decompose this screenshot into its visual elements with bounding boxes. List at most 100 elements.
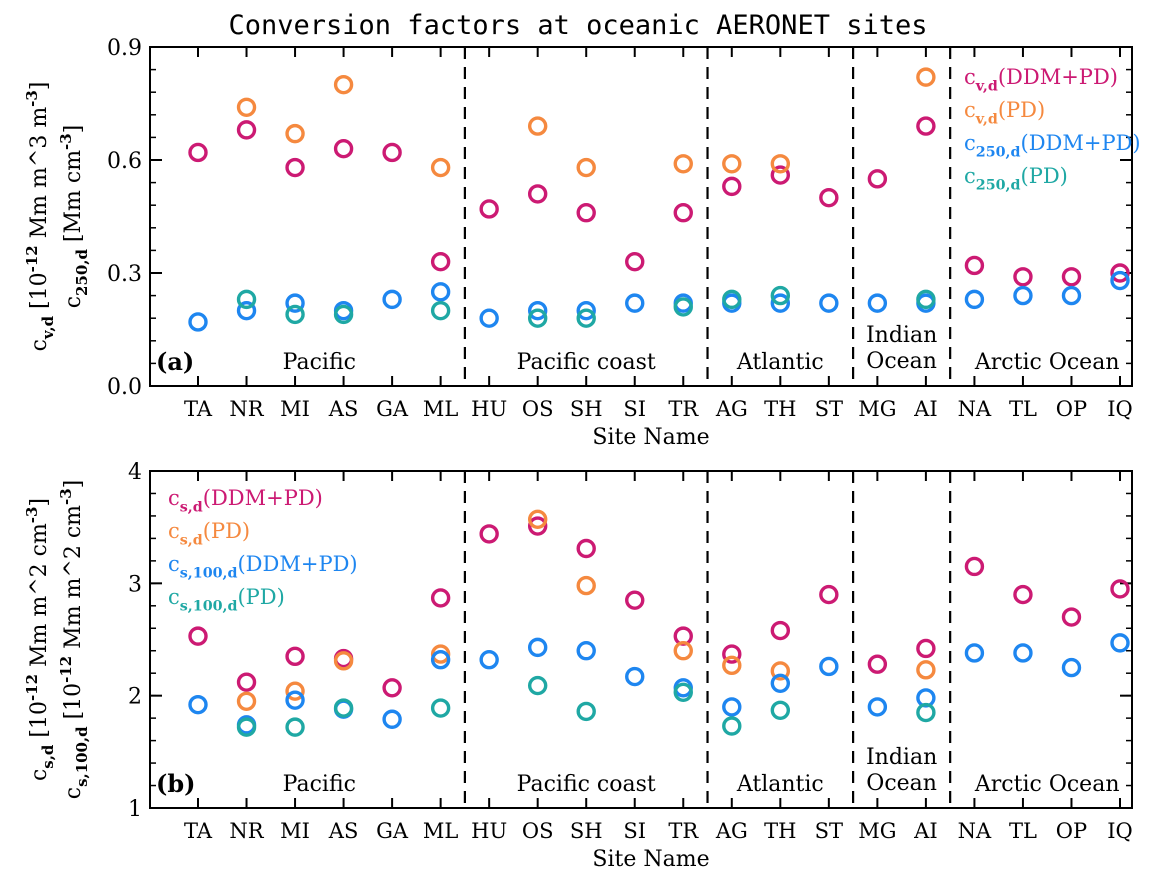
data-point [430,698,451,718]
data-point [673,682,693,702]
data-point [673,297,693,317]
legend-entry: cv,d(PD) [964,98,1045,128]
data-point [964,255,985,276]
x-tick-label: IQ [1107,819,1133,843]
data-point [236,672,257,692]
x-tick-label: TR [668,397,699,421]
data-point [236,97,257,117]
legend-entry: cs,d(PD) [168,519,250,549]
data-point [527,509,548,530]
x-tick-label: ST [815,819,843,843]
data-point [964,643,985,663]
data-point [770,661,791,681]
region-label: Atlantic [736,350,824,375]
x-tick-label: TL [1009,397,1037,421]
y-axis-label-outer: cv,d [10-12 Mm m^3 m-3] [23,82,57,352]
x-tick-label: NA [958,397,992,421]
data-point [722,697,742,717]
data-point [333,74,354,95]
data-point [285,304,305,325]
data-point [576,300,596,321]
data-point [770,620,791,641]
x-tick-label: ML [423,397,459,421]
x-tick-label: OP [1056,397,1087,421]
region-label: Indian Ocean [866,745,937,796]
x-tick-label: NR [229,397,264,421]
x-tick-label: HU [471,397,507,421]
region-label: Pacific coast [517,350,656,375]
data-point [236,120,257,140]
legend-entry: cs,d(DDM+PD) [168,486,323,516]
plot-frame [149,46,1133,387]
region-label: Atlantic [736,772,824,797]
legend-entry: c250,d(DDM+PD) [964,131,1141,161]
data-point [1061,607,1082,627]
data-point [527,308,548,328]
y-axis-label-outer: cs,d [10-12 Mm m^2 cm-3] [23,498,57,781]
x-tick-label: ML [423,819,459,843]
data-point [285,717,305,737]
data-point [867,654,888,674]
data-point [625,252,645,272]
x-tick-label: AS [328,397,359,421]
data-point [527,516,548,536]
data-point [1110,579,1130,599]
data-point [722,644,742,664]
panel-b: 1 2 3 4 TA NR MI AS GA ML HU OS SH SI TR AG TH ST MG AI NA TL… [23,460,1133,872]
x-tick-label: MI [280,819,310,843]
plot-frame [149,470,1133,809]
data-point [479,650,499,670]
data-point [188,312,208,332]
data-point [527,300,548,321]
data-point [722,154,742,174]
x-tick-label: AI [913,819,937,843]
data-point [867,697,888,717]
data-point [916,660,936,680]
data-point [527,184,548,204]
data-point [576,701,596,722]
x-tick-label: ST [815,397,843,421]
data-point [479,524,499,544]
x-tick-label: AI [913,397,937,421]
y-axis-label-inner: c250,d [Mm cm-3] [57,125,91,309]
y-axis-label-inner: cs,100,d [10-12 Mm m^2 cm-3] [57,480,91,799]
x-tick-label: GA [376,397,409,421]
data-point [285,681,305,701]
region-label: Arctic Ocean [974,772,1120,797]
x-tick-label: NR [229,819,264,843]
data-point [236,289,257,310]
data-point [527,675,548,696]
data-point [867,169,888,189]
data-point [333,304,354,325]
x-tick-label: NA [958,819,992,843]
data-point [430,650,451,670]
x-tick-label: TA [184,397,213,421]
region-label: Arctic Ocean [974,350,1120,375]
data-point [722,716,742,736]
x-tick-label: MI [280,397,310,421]
data-point [576,203,596,223]
data-point [527,637,548,658]
x-tick-label: TR [668,819,699,843]
x-tick-label: SH [570,819,603,843]
data-point [1110,633,1130,653]
data-point [625,666,645,687]
data-point [333,651,354,671]
data-point [576,157,596,178]
x-tick-label: TH [764,397,796,421]
data-point [285,690,305,710]
region-label: Indian Ocean [866,323,937,374]
data-point [479,308,499,328]
y-tick-label: 0.0 [107,375,142,400]
data-point [819,187,839,208]
data-point [576,308,596,328]
data-point [430,157,451,178]
data-point [625,590,645,610]
data-point [916,702,936,723]
data-point [285,157,305,178]
data-point [770,673,791,694]
data-point [1110,270,1130,291]
data-point [819,584,839,605]
x-tick-label: MG [858,397,896,421]
